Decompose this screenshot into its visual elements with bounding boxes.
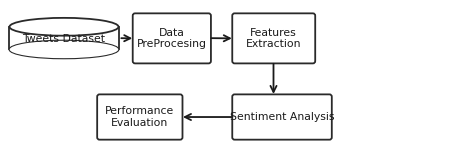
FancyBboxPatch shape	[232, 94, 332, 140]
Text: Features
Extraction: Features Extraction	[246, 28, 301, 49]
FancyBboxPatch shape	[97, 94, 182, 140]
Text: Performance
Evaluation: Performance Evaluation	[105, 106, 174, 128]
Text: Sentiment Analysis: Sentiment Analysis	[230, 112, 334, 122]
FancyBboxPatch shape	[133, 13, 211, 63]
Text: Data
PreProcesing: Data PreProcesing	[137, 28, 207, 49]
Polygon shape	[9, 27, 119, 49]
FancyBboxPatch shape	[232, 13, 315, 63]
Ellipse shape	[9, 18, 119, 36]
Text: Tweets Dataset: Tweets Dataset	[22, 34, 106, 44]
Ellipse shape	[9, 41, 119, 58]
Ellipse shape	[10, 41, 118, 58]
